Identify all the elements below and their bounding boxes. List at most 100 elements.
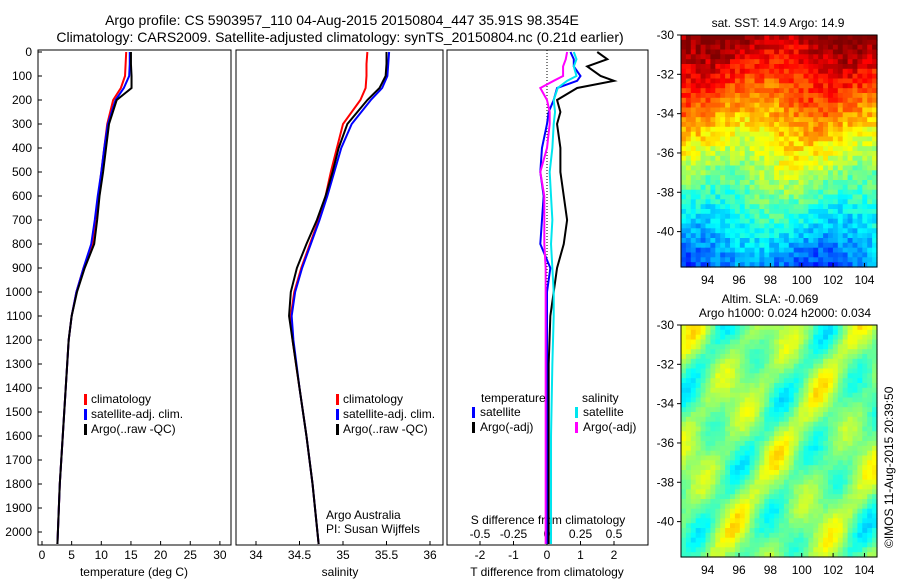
heatmap-cell [872,175,878,181]
heatmap-cell [852,373,858,379]
heatmap-cell [744,368,751,374]
heatmap-cell [808,223,814,229]
heatmap-cell [872,547,878,553]
heatmap-cell [862,499,868,505]
heatmap-cell [749,204,756,210]
heatmap-cell [695,552,702,558]
heatmap-cell [793,117,800,123]
x-tick-label: 5 [68,548,75,562]
legend-label: Argo(-adj) [480,420,533,434]
heatmap-cell [710,117,716,123]
heatmap-cell [739,189,746,196]
heatmap-cell [793,122,800,128]
heatmap-cell [788,325,795,331]
heatmap-cell [759,49,765,55]
heatmap-cell [744,44,751,51]
heatmap-cell [749,223,756,229]
heatmap-cell [823,54,829,60]
heatmap-cell [730,88,736,94]
heatmap-cell [685,537,692,544]
heatmap-cell [837,35,844,41]
heatmap-cell [685,175,692,181]
heatmap-cell [793,445,800,452]
heatmap-cell [710,523,716,529]
heatmap-cell [730,445,736,452]
heatmap-cell [725,242,731,249]
heatmap-cell [715,126,721,133]
heatmap-cell [725,325,731,331]
heatmap-cell [862,213,868,220]
heatmap-cell [828,228,834,234]
heatmap-cell [739,392,746,399]
heatmap-cell [793,407,800,413]
heatmap-cell [774,54,780,60]
heatmap-cell [710,426,716,432]
heatmap-cell [715,552,721,558]
heatmap-cell [710,252,716,258]
heatmap-cell [700,88,707,94]
annotation-line: Argo Australia [326,508,401,522]
heatmap-cell [734,184,741,191]
heatmap-cell [710,39,716,46]
heatmap-cell [788,349,795,355]
y-tick-label: 1200 [5,333,32,347]
heatmap-cell [783,194,790,200]
heatmap-cell [808,436,814,442]
heatmap-cell [769,402,775,408]
heatmap-cell [779,146,785,152]
heatmap-cell [793,368,800,374]
title-line-2: Climatology: CARS2009. Satellite-adjuste… [56,29,623,45]
heatmap-cell [852,35,858,41]
heatmap-cell [695,189,702,196]
heatmap-cell [832,518,839,524]
heatmap-cell [749,213,756,220]
heatmap-cell [695,199,702,205]
heatmap-cell [764,339,770,345]
heatmap-cell [862,242,868,249]
heatmap-cell [837,189,844,196]
heatmap-cell [872,126,878,133]
heatmap-cell [842,247,849,254]
heatmap-cell [852,199,858,205]
heatmap-cell [754,262,760,268]
heatmap-cell [803,532,809,539]
heatmap-cell [695,402,702,408]
heatmap-cell [739,523,746,529]
heatmap-cell [783,450,790,457]
heatmap-cell [818,378,824,384]
heatmap-cell [862,503,868,510]
heatmap-cell [705,194,711,200]
heatmap-cell [710,334,716,341]
heatmap-cell [769,252,775,258]
heatmap-cell [700,358,707,365]
heatmap-cell [730,155,736,162]
map-frame [680,34,878,268]
heatmap-cell [720,494,726,500]
legend-swatch [472,407,475,418]
heatmap-cell [813,44,819,51]
heatmap-cell [818,397,824,403]
heatmap-cell [783,102,790,109]
heatmap-cell [730,252,736,258]
heatmap-cell [764,363,770,370]
heatmap-cell [813,339,819,345]
heatmap-cell [857,368,863,374]
heatmap-cell [695,160,702,167]
heatmap-cell [715,532,721,539]
heatmap-cell [779,204,785,210]
heatmap-cell [823,436,829,442]
heatmap-cell [734,238,741,244]
heatmap-cell [744,499,751,505]
heatmap-cell [788,247,795,254]
heatmap-cell [759,489,765,495]
heatmap-cell [872,247,878,254]
heatmap-cell [705,339,711,345]
heatmap-cell [813,416,819,423]
heatmap-cell [803,460,809,466]
heatmap-cell [769,262,775,268]
heatmap-cell [788,252,795,258]
heatmap-cell [837,528,844,534]
heatmap-cell [852,64,858,70]
heatmap-cell [832,146,839,152]
heatmap-cell [862,97,868,104]
